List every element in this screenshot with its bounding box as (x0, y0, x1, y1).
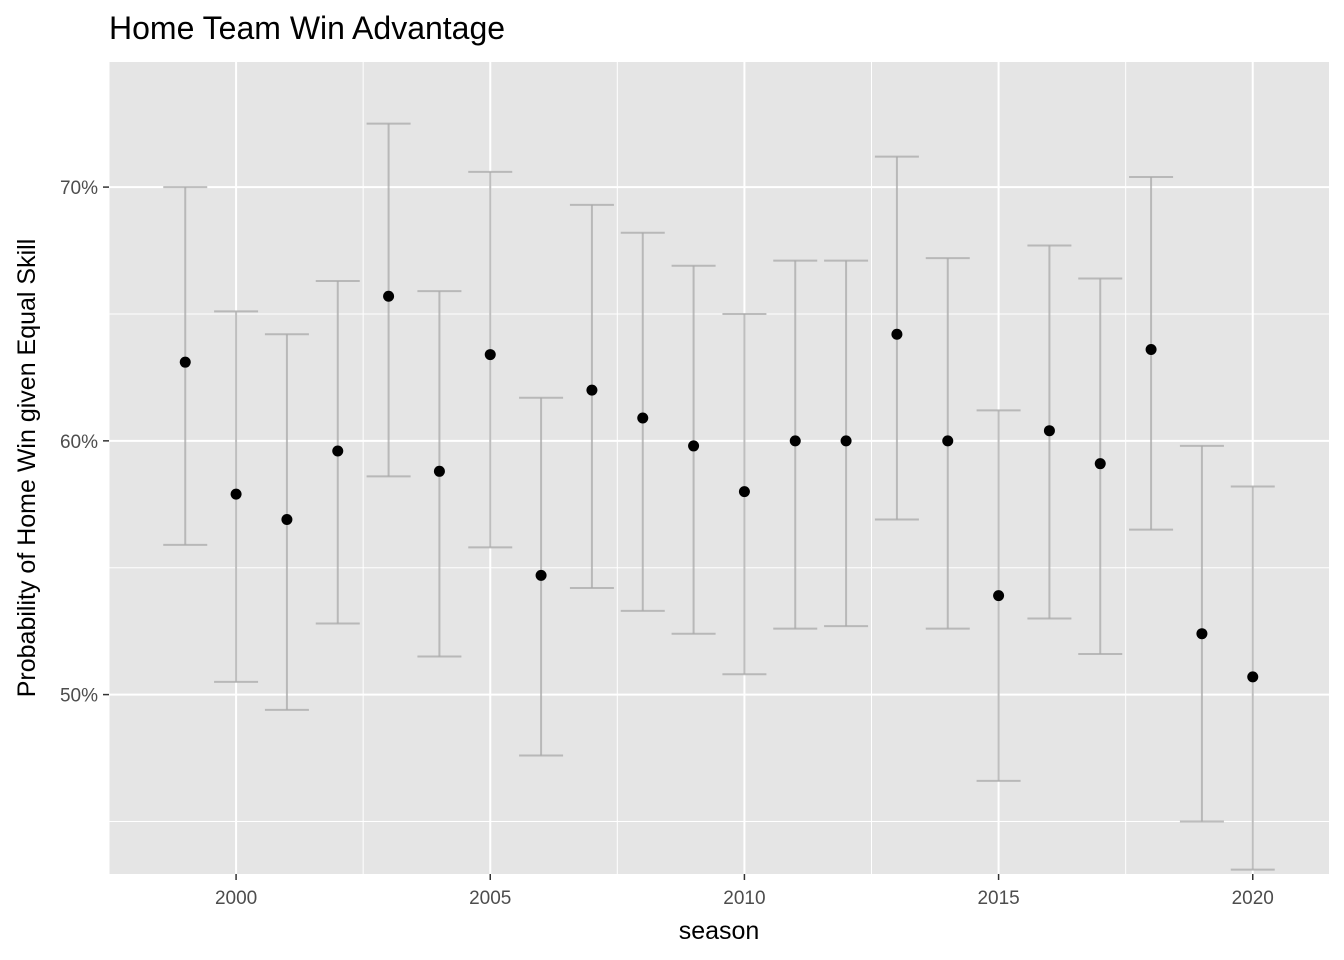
data-point (484, 349, 496, 361)
x-axis-title: season (679, 917, 760, 945)
y-axis-title: Probability of Home Win given Equal Skil… (13, 239, 41, 698)
data-point (179, 356, 191, 368)
data-point (433, 465, 445, 477)
x-tick-label: 2000 (215, 888, 257, 909)
data-point (993, 590, 1005, 602)
y-tick-label: 50% (60, 686, 98, 707)
chart-title: Home Team Win Advantage (109, 10, 505, 46)
data-point (1094, 458, 1106, 470)
data-point (1196, 628, 1208, 640)
y-tick-label: 60% (60, 432, 98, 453)
data-point (281, 514, 293, 526)
data-point (942, 435, 954, 447)
data-point (789, 435, 801, 447)
x-tick-label: 2020 (1232, 888, 1274, 909)
data-point (840, 435, 852, 447)
data-point (230, 488, 242, 500)
data-points (179, 290, 1259, 683)
data-point (535, 569, 547, 581)
x-tick-label: 2015 (977, 888, 1019, 909)
data-point (738, 486, 750, 498)
data-point (688, 440, 700, 452)
data-point (1247, 671, 1259, 683)
plot-panel (109, 62, 1329, 874)
x-tick-label: 2005 (469, 888, 511, 909)
minor-gridlines (108, 62, 1329, 874)
data-point (332, 445, 344, 457)
data-point (637, 412, 649, 424)
error-bar (569, 203, 614, 590)
data-point (1043, 425, 1055, 437)
data-point (586, 384, 598, 396)
data-point (891, 328, 903, 340)
x-tick-label: 2010 (723, 888, 765, 909)
error-bars (163, 122, 1275, 871)
data-point (1145, 343, 1157, 355)
y-axis-ticks: 50% 60% 70% (60, 178, 109, 707)
data-point (383, 290, 395, 302)
x-axis-ticks: 2000 2005 2010 2015 2020 (215, 874, 1274, 909)
y-tick-label: 70% (60, 178, 98, 199)
